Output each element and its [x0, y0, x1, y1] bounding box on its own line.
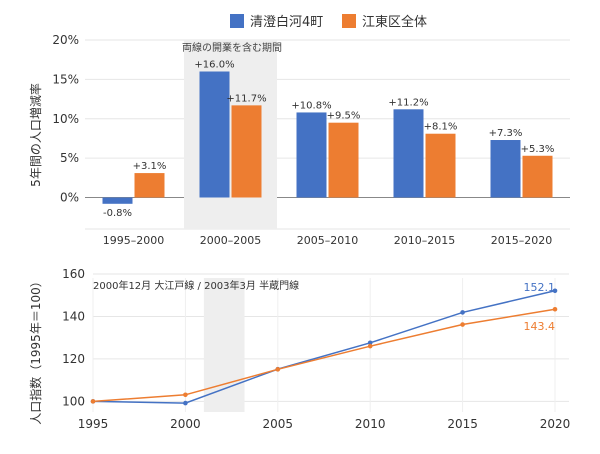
- bar-data-labels: -0.8% +3.1% +16.0% +11.7% +10.8%+9.5% +11.2% +…: [103, 60, 554, 219]
- bar: [425, 133, 456, 198]
- line-end-label-kiyosumi: 152.1: [524, 281, 556, 294]
- line-annotation: 2000年12月 大江戸線 / 2003年3月 半蔵門線: [93, 279, 299, 292]
- bar-data-label: +11.7%: [226, 93, 266, 104]
- bar-y-tick-label: 5%: [60, 151, 79, 165]
- line-point: [90, 399, 96, 404]
- line-series-path: [92, 308, 556, 403]
- bar-data-label: +8.1%: [424, 122, 458, 133]
- bar: [490, 140, 521, 198]
- bar: [393, 109, 424, 198]
- bar-x-tick-label: 2015–2020: [491, 234, 553, 247]
- line-series: [90, 288, 558, 406]
- bar-x-tick-label: 2010–2015: [394, 234, 456, 247]
- line-shade-rect: [203, 278, 245, 412]
- line-point: [460, 310, 465, 315]
- bar-data-label: +7.3%: [489, 128, 523, 139]
- line-end-label-koto: 143.4: [524, 320, 556, 333]
- line-point: [183, 392, 188, 398]
- line-x-tick-label: 2015: [447, 417, 478, 431]
- bar-annotation: 両線の開業を含む期間: [182, 41, 282, 54]
- bar: [231, 105, 262, 198]
- bar: [328, 122, 359, 198]
- bar-y-tick-label: 20%: [52, 33, 79, 47]
- line-chart: 2000年12月 大江戸線 / 2003年3月 半蔵門線 100 120 140 16…: [28, 267, 570, 431]
- bar-y-tick-label: 0%: [60, 191, 79, 205]
- bar-chart: 両線の開業を含む期間 -0.8%+3.1%+16.0%+11.7%+10.8%+…: [28, 33, 570, 247]
- legend-label-koto: 江東区全体: [362, 14, 427, 30]
- bar-data-label: +11.2%: [388, 97, 428, 108]
- line-x-tick-label: 2010: [355, 417, 386, 431]
- bar: [102, 197, 133, 204]
- line-x-tick-label: 2005: [263, 417, 294, 431]
- bar: [522, 155, 553, 198]
- bar: [134, 173, 165, 198]
- line-y-tick-label: 100: [62, 394, 85, 408]
- bar-data-label: +5.3%: [521, 144, 555, 155]
- line-series-path: [92, 290, 556, 404]
- bar: [199, 71, 230, 198]
- bar-y-tick-label: 15%: [52, 72, 79, 86]
- legend: 清澄白河4町 江東区全体: [230, 14, 427, 30]
- bar-x-tick-label: 2000–2005: [200, 234, 262, 247]
- line-x-tick-label: 2020: [540, 417, 571, 431]
- line-y-tick-label: 140: [62, 309, 85, 323]
- line-y-tick-label: 160: [62, 267, 85, 281]
- line-y-tick-label: 120: [62, 352, 85, 366]
- bar-grid: [85, 39, 570, 230]
- bar-data-label: +3.1%: [133, 161, 167, 172]
- line-x-ticks: 1995 2000 2005 2010 2015 2020: [78, 417, 571, 431]
- bar-x-tick-label: 1995–2000: [103, 234, 165, 247]
- legend-swatch-koto: [342, 14, 356, 28]
- bar-bars: [102, 71, 553, 204]
- line-grid: [92, 273, 569, 412]
- line-point: [183, 400, 188, 406]
- line-point: [367, 340, 373, 346]
- line-point: [552, 288, 558, 294]
- bar-data-label: +9.5%: [327, 111, 361, 122]
- bar-data-label: +10.8%: [291, 100, 331, 111]
- line-x-tick-label: 2000: [170, 417, 201, 431]
- line-y-axis-label: 人口指数（1995年＝100）: [28, 275, 43, 424]
- bar-y-axis-label: 5年間の人口増減率: [28, 83, 43, 187]
- bar-y-ticks: 0% 5% 10% 15% 20%: [52, 33, 79, 205]
- bar-y-tick-label: 10%: [52, 112, 79, 126]
- bar-data-label: -0.8%: [103, 208, 132, 219]
- line-point: [552, 306, 558, 312]
- legend-label-kiyosumi: 清澄白河4町: [250, 14, 323, 30]
- line-point: [460, 322, 465, 327]
- line-point: [367, 343, 373, 349]
- line-shaded-period: [203, 278, 245, 412]
- bar-data-label: +16.0%: [194, 60, 234, 71]
- bar: [296, 112, 327, 198]
- bar-x-ticks: 1995–2000 2000–2005 2005–2010 2010–2015 2015…: [103, 234, 553, 247]
- line-x-tick-label: 1995: [78, 417, 109, 431]
- line-point: [275, 367, 281, 372]
- legend-swatch-kiyosumi: [230, 14, 244, 28]
- line-y-ticks: 100 120 140 160: [62, 267, 85, 408]
- bar-x-tick-label: 2005–2010: [297, 234, 359, 247]
